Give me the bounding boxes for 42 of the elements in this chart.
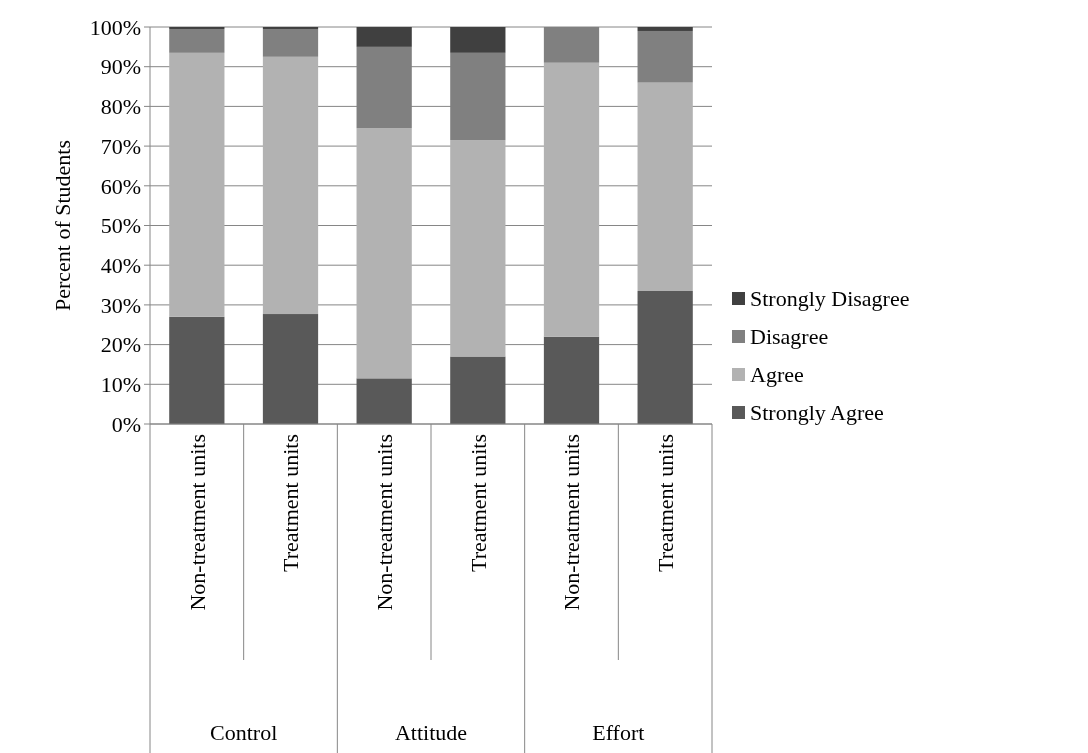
legend-label: Strongly Disagree [750, 285, 910, 311]
x-tick-label: Treatment units [465, 434, 491, 572]
y-tick-label: 40% [100, 252, 141, 278]
y-tick-label: 50% [100, 213, 141, 239]
bar [356, 378, 412, 424]
bar [450, 356, 506, 424]
bar [356, 27, 412, 47]
bar [450, 140, 506, 357]
y-tick-label: 70% [100, 133, 141, 159]
legend-label: Strongly Agree [750, 399, 884, 425]
y-axis-title: Percent of Students [50, 139, 75, 312]
x-tick-label: Non-treatment units [184, 434, 210, 611]
y-tick-label: 20% [100, 332, 141, 358]
y-tick-label: 10% [100, 372, 141, 397]
bar [169, 316, 225, 424]
x-tick-label: Treatment units [652, 434, 678, 572]
x-tick-label: Treatment units [278, 434, 304, 572]
x-tick-label: Non-treatment units [371, 434, 397, 611]
bar [262, 56, 319, 315]
bar [356, 128, 412, 379]
bar [637, 27, 693, 31]
bar [450, 27, 506, 53]
y-tick-label: 100% [89, 14, 141, 40]
bar [169, 28, 225, 53]
bar [543, 62, 600, 337]
bar [262, 28, 319, 57]
y-tick-label: 30% [100, 292, 141, 318]
bar [543, 336, 600, 424]
text: Control [210, 720, 278, 745]
y-tick-label: 90% [100, 54, 141, 80]
legend-label: Agree [750, 361, 804, 387]
legend-label: Disagree [750, 323, 829, 349]
bar [169, 52, 225, 317]
y-tick-label: 0% [111, 411, 141, 437]
y-tick-label: 60% [100, 173, 141, 199]
y-tick-label: 80% [100, 94, 141, 120]
bar [637, 291, 693, 424]
text: Attitude [394, 720, 468, 745]
x-tick-label: Non-treatment units [559, 434, 585, 611]
bar [637, 82, 693, 292]
text: Effort [592, 720, 645, 745]
bar [262, 314, 319, 424]
